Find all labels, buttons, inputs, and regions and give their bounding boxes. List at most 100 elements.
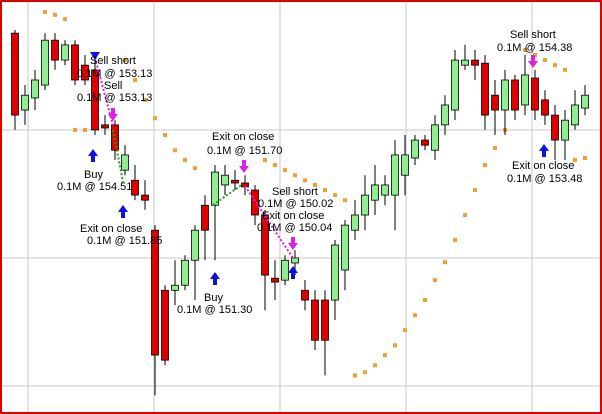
marks (11, 10, 589, 396)
candle-body (531, 77, 539, 111)
candle-body (541, 99, 549, 116)
sar-dot (143, 97, 147, 102)
annotation: Sell short (510, 29, 556, 41)
trade-line (94, 57, 114, 126)
annotation: 0.1M @ 154.51 (57, 181, 132, 193)
sell-arrow (108, 108, 118, 121)
annotation: Exit on close (80, 223, 142, 235)
sar-dot (293, 173, 297, 178)
sar-dot (433, 278, 437, 283)
candle-body (581, 94, 589, 109)
annotations: Sell short 0.1M @ 153.13 Sell 0.1M @ 153… (57, 29, 582, 316)
candle-body (331, 244, 339, 301)
sar-dot (373, 363, 377, 368)
sell-arrow (288, 237, 298, 250)
candle-body (431, 124, 439, 151)
candle-body (381, 184, 389, 196)
annotation: Buy (204, 292, 223, 304)
candle-body (291, 257, 299, 264)
sar-dot (443, 260, 447, 265)
sar-dot (183, 157, 187, 162)
sar-dot (323, 188, 327, 193)
sar-dot (563, 67, 567, 72)
candle-body (81, 64, 89, 81)
candle-body (271, 277, 279, 283)
sar-dot (453, 237, 457, 242)
candle-body (201, 204, 209, 231)
candle-body (481, 62, 489, 116)
annotation: 0.1M @ 150.02 (258, 198, 333, 210)
sar-dot (423, 298, 427, 303)
trade-line (244, 185, 294, 259)
annotation: 0.1M @ 153.48 (507, 173, 582, 185)
candle-body (171, 284, 179, 291)
candle-body (21, 94, 29, 111)
sell-arrow (528, 55, 538, 68)
annotation: 0.1M @ 153.13 (77, 68, 152, 80)
candle-body (281, 259, 289, 281)
candle-body (461, 59, 469, 66)
sar-dot (543, 58, 547, 63)
candle-body (421, 139, 429, 146)
annotation: Sell short (90, 55, 136, 67)
annotation: 0.1M @ 150.04 (257, 222, 332, 234)
candle-body (261, 214, 269, 276)
sar-dot (193, 166, 197, 171)
candle-body (361, 194, 369, 216)
annotation: 0.1M @ 151.85 (87, 235, 162, 247)
annotation: 0.1M @ 153.13 (77, 92, 152, 104)
candle-body (231, 179, 239, 184)
sar-dot (43, 10, 47, 15)
annotation: 0.1M @ 151.30 (177, 304, 252, 316)
candle-body (151, 229, 159, 356)
annotation: Exit on close (512, 160, 574, 172)
trade-line (112, 129, 124, 183)
buy-arrow (88, 149, 98, 162)
sar-dot (573, 157, 577, 162)
buy-arrow (539, 144, 549, 157)
sar-dot (173, 148, 177, 153)
candle-body (101, 124, 109, 129)
sell-arrow (90, 52, 100, 60)
candle-body (161, 289, 169, 361)
sar-dot (133, 77, 137, 82)
candle-body (351, 214, 359, 231)
candle-body (491, 94, 499, 111)
candle-body (191, 229, 199, 261)
candle-body (61, 44, 69, 61)
sar-dot (73, 127, 77, 132)
sar-dot (553, 63, 557, 68)
candle-body (371, 184, 379, 201)
candle-body (511, 79, 519, 111)
sar-dot (343, 198, 347, 203)
sar-dot (83, 127, 87, 132)
annotation: 0.1M @ 154.38 (497, 42, 572, 54)
candle-body (341, 224, 349, 271)
sar-dot (273, 163, 277, 168)
sar-dot (303, 178, 307, 183)
candle-body (71, 44, 79, 81)
candle-body (301, 289, 309, 301)
candle-body (181, 259, 189, 286)
candle-body (391, 154, 399, 196)
candle-body (51, 39, 59, 61)
candle-body (561, 119, 569, 141)
buy-arrow (210, 272, 220, 285)
candle-body (41, 39, 49, 86)
arrows (88, 52, 549, 285)
sar-dot (63, 17, 67, 22)
candle-body (11, 32, 19, 116)
sar-dot (383, 353, 387, 358)
sar-dot (393, 343, 397, 348)
buy-arrow (118, 205, 128, 218)
sar-dot (123, 58, 127, 63)
candle-body (441, 104, 449, 126)
candle-body (251, 189, 259, 216)
sell-arrow (239, 160, 249, 173)
candle-body (121, 154, 129, 171)
sar-dot (353, 373, 357, 378)
sar-dot (463, 212, 467, 217)
